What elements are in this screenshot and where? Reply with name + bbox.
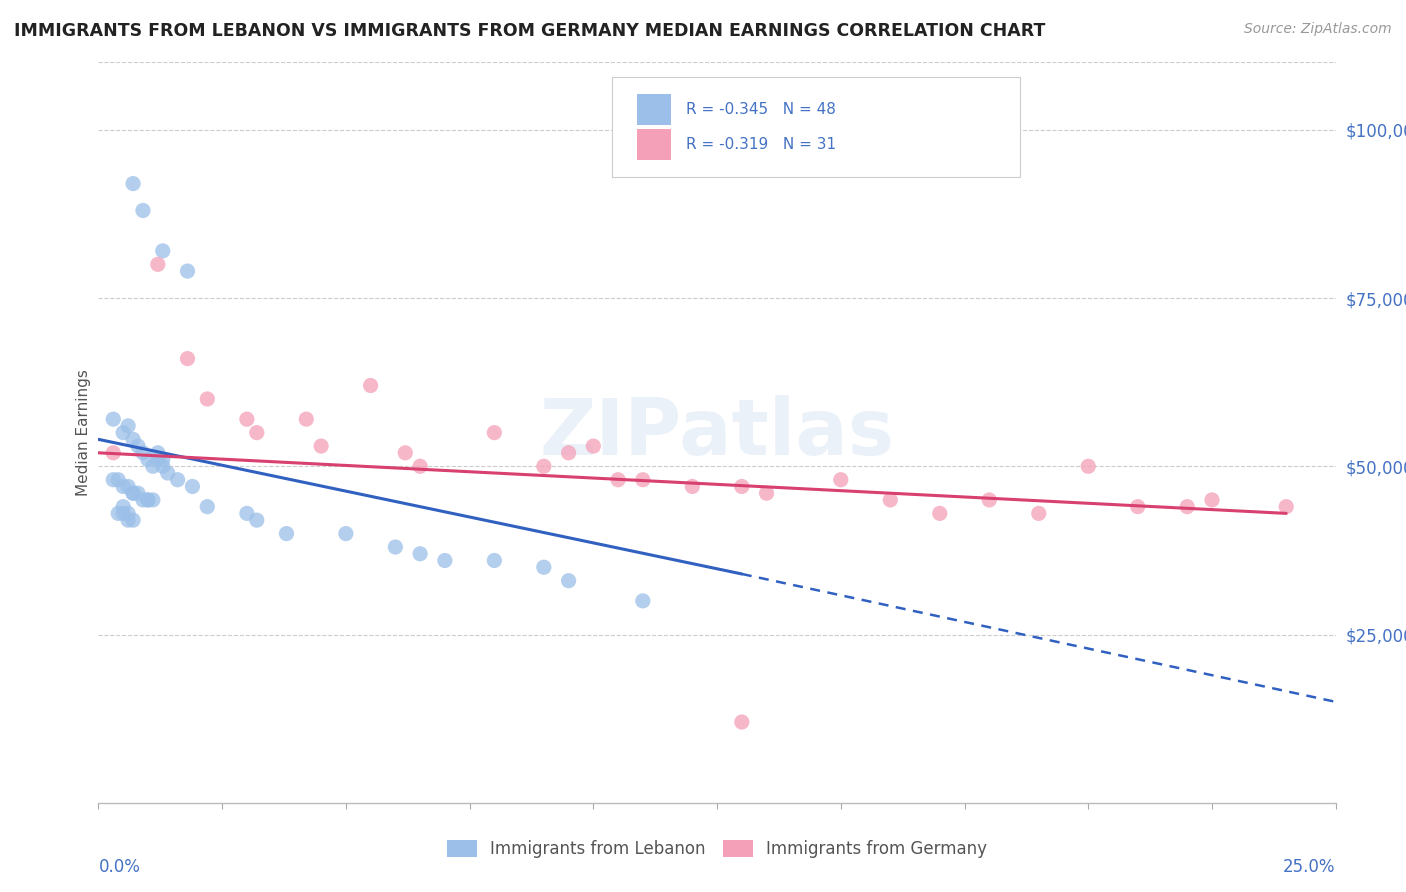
Point [156, 466, 179, 480]
Point [112, 507, 135, 521]
Point [112, 479, 135, 493]
Y-axis label: Median Earnings: Median Earnings [76, 369, 91, 496]
Point [533, 459, 555, 474]
Point [557, 446, 579, 460]
Point [142, 492, 165, 507]
Point [394, 446, 416, 460]
Point [276, 526, 298, 541]
FancyBboxPatch shape [637, 95, 671, 126]
Point [132, 446, 155, 460]
Point [979, 492, 1001, 507]
Point [557, 574, 579, 588]
Point [146, 257, 169, 271]
Point [127, 439, 149, 453]
Point [384, 540, 406, 554]
Point [132, 492, 155, 507]
Point [181, 479, 204, 493]
Point [176, 264, 198, 278]
Point [117, 513, 139, 527]
Point [127, 486, 149, 500]
Point [1275, 500, 1298, 514]
Point [236, 507, 259, 521]
Point [484, 425, 506, 440]
Point [107, 473, 129, 487]
Text: IMMIGRANTS FROM LEBANON VS IMMIGRANTS FROM GERMANY MEDIAN EARNINGS CORRELATION C: IMMIGRANTS FROM LEBANON VS IMMIGRANTS FR… [14, 22, 1046, 40]
Point [103, 473, 125, 487]
Point [176, 351, 198, 366]
Point [117, 418, 139, 433]
Point [122, 486, 145, 500]
Text: R = -0.345   N = 48: R = -0.345 N = 48 [686, 103, 837, 118]
Point [107, 507, 129, 521]
Point [607, 473, 630, 487]
Point [409, 547, 432, 561]
Point [830, 473, 852, 487]
Point [360, 378, 382, 392]
Point [146, 446, 169, 460]
Point [433, 553, 456, 567]
Point [112, 500, 135, 514]
Point [142, 459, 165, 474]
Point [122, 177, 145, 191]
Point [484, 553, 506, 567]
Point [582, 439, 605, 453]
Point [103, 412, 125, 426]
Point [103, 446, 125, 460]
Point [246, 513, 269, 527]
Point [132, 203, 155, 218]
Point [117, 479, 139, 493]
Point [681, 479, 703, 493]
Point [1077, 459, 1099, 474]
Text: R = -0.319   N = 31: R = -0.319 N = 31 [686, 137, 837, 153]
Point [1201, 492, 1223, 507]
Point [295, 412, 318, 426]
Point [335, 526, 357, 541]
Point [136, 492, 159, 507]
Point [152, 459, 174, 474]
Point [533, 560, 555, 574]
Point [409, 459, 432, 474]
Point [1175, 500, 1198, 514]
Point [309, 439, 332, 453]
Point [879, 492, 901, 507]
Text: ZIPatlas: ZIPatlas [540, 394, 894, 471]
Point [236, 412, 259, 426]
Point [631, 594, 654, 608]
Text: 25.0%: 25.0% [1284, 858, 1336, 876]
Point [928, 507, 950, 521]
Point [1028, 507, 1050, 521]
Point [166, 473, 188, 487]
Point [246, 425, 269, 440]
Point [112, 425, 135, 440]
Point [755, 486, 778, 500]
Point [152, 244, 174, 258]
Point [1126, 500, 1149, 514]
Text: 0.0%: 0.0% [98, 858, 141, 876]
FancyBboxPatch shape [637, 129, 671, 161]
Point [117, 507, 139, 521]
Point [136, 492, 159, 507]
Point [195, 392, 218, 406]
Point [152, 452, 174, 467]
Legend: Immigrants from Lebanon, Immigrants from Germany: Immigrants from Lebanon, Immigrants from… [440, 833, 994, 865]
Point [146, 452, 169, 467]
Point [731, 479, 754, 493]
Point [122, 433, 145, 447]
FancyBboxPatch shape [612, 78, 1021, 178]
Point [122, 486, 145, 500]
Point [136, 452, 159, 467]
Point [731, 714, 754, 729]
Point [631, 473, 654, 487]
Text: Source: ZipAtlas.com: Source: ZipAtlas.com [1244, 22, 1392, 37]
Point [195, 500, 218, 514]
Point [122, 513, 145, 527]
